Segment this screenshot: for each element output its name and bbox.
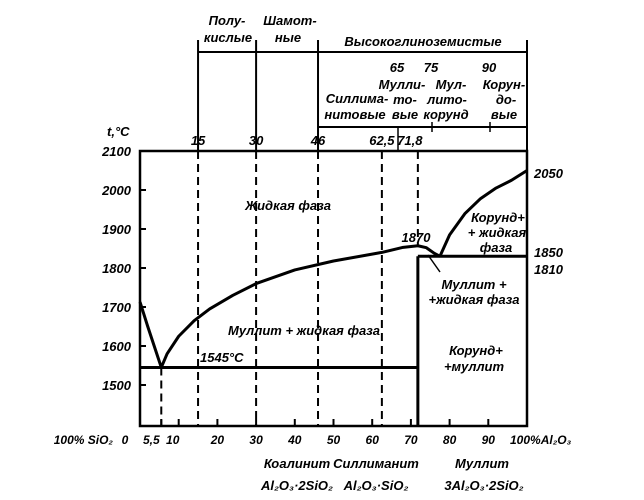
x-tick-label: 80: [443, 433, 457, 447]
class-semi-acid-2: кислые: [204, 30, 252, 45]
region-corundum-liquid-1: Корунд+: [471, 210, 525, 225]
label-1545: 1545°C: [200, 350, 244, 365]
y-tick-label: 1700: [102, 300, 132, 315]
y-tick-label: 1600: [102, 339, 132, 354]
compound-sillimanite-formula: Al₂O₃·SiO₂: [343, 478, 409, 493]
y-tick-label: 1800: [102, 261, 132, 276]
limit-90: 90: [482, 60, 497, 75]
x-tick-label: 0: [122, 433, 129, 447]
compound-mullite-formula: 3Al₂O₃·2SiO₂: [444, 478, 523, 493]
limit-75: 75: [424, 60, 439, 75]
label-1810: 1810: [534, 262, 564, 277]
class-corundum-2: до-: [496, 92, 516, 107]
class-mullite-corundum-2: лито-: [426, 92, 467, 107]
guide-label: 30: [249, 133, 264, 148]
region-corundum-liquid-3: фаза: [480, 240, 513, 255]
x-tick-label: 20: [210, 433, 225, 447]
compound-kaolinite-name: Коалинит: [264, 456, 331, 471]
guide-label: 71,8: [397, 133, 423, 148]
x-tick-label: 70: [404, 433, 418, 447]
compound-kaolinite-formula: Al₂O₃·2SiO₂: [260, 478, 333, 493]
class-fireclay-2: ные: [275, 30, 301, 45]
x-tick-label: 5,5: [143, 433, 160, 447]
class-mullite-1: Мулли-: [379, 77, 426, 92]
liquidus-mullite-curve: [159, 244, 441, 369]
region-pointer-line: [427, 254, 441, 273]
y-tick-label: 1500: [102, 378, 132, 393]
class-corundum-1: Корун-: [483, 77, 525, 92]
y-tick-label: 2100: [101, 144, 132, 159]
x-tick-label: 10: [166, 433, 180, 447]
region-mullite-liquid-small-2: +жидкая фаза: [429, 292, 520, 307]
x-tick-label: 30: [249, 433, 263, 447]
region-corundum-mullite-1: Корунд+: [449, 343, 503, 358]
label-1850: 1850: [534, 245, 564, 260]
label-2050: 2050: [533, 166, 564, 181]
x-tick-label: 60: [366, 433, 380, 447]
x-tick-label: 90: [482, 433, 496, 447]
class-high-alumina: Высокоглиноземистые: [344, 34, 501, 49]
axis-labels: 15 30 46 62,5 71,8 2100 2000 1900 1800 1700 1600 15…: [101, 133, 495, 447]
y-tick-label: 1900: [102, 222, 132, 237]
diagram-lines: [138, 40, 529, 428]
guide-label: 46: [310, 133, 326, 148]
region-corundum-liquid-2: + жидкая: [468, 225, 527, 240]
x-tick-label: 40: [287, 433, 302, 447]
compound-mullite-name: Муллит: [455, 456, 509, 471]
class-fireclay-1: Шамот-: [263, 13, 316, 28]
limit-65: 65: [390, 60, 405, 75]
x-axis-left-label: 100% SiO₂: [54, 433, 114, 447]
class-semi-acid-1: Полу-: [209, 13, 246, 28]
x-tick-label: 50: [327, 433, 341, 447]
y-axis-label: t,°C: [107, 124, 130, 139]
region-mullite-liquid: Муллит + жидкая фаза: [228, 323, 380, 338]
region-liquid: Жидкая фаза: [244, 198, 331, 213]
guide-label: 15: [191, 133, 206, 148]
class-mullite-corundum-3: корунд: [423, 107, 468, 122]
guide-label: 62,5: [369, 133, 395, 148]
liquidus-corundum-curve: [438, 169, 528, 257]
class-sillimanite-1: Силлима-: [326, 91, 389, 106]
liquidus-silica-curve: [138, 301, 163, 368]
compound-sillimanite-name: Силлиманит: [333, 456, 419, 471]
region-corundum-mullite-2: +муллит: [444, 359, 505, 374]
x-axis-right-label: 100%Al₂O₃: [510, 433, 572, 447]
label-1870: 1870: [402, 230, 432, 245]
class-mullite-3: вые: [392, 107, 418, 122]
class-corundum-3: вые: [491, 107, 517, 122]
y-tick-label: 2000: [101, 183, 132, 198]
class-mullite-corundum-1: Мул-: [436, 77, 467, 92]
class-sillimanite-2: нитовые: [324, 107, 385, 122]
region-mullite-liquid-small-1: Муллит +: [441, 277, 507, 292]
class-mullite-2: то-: [393, 92, 417, 107]
